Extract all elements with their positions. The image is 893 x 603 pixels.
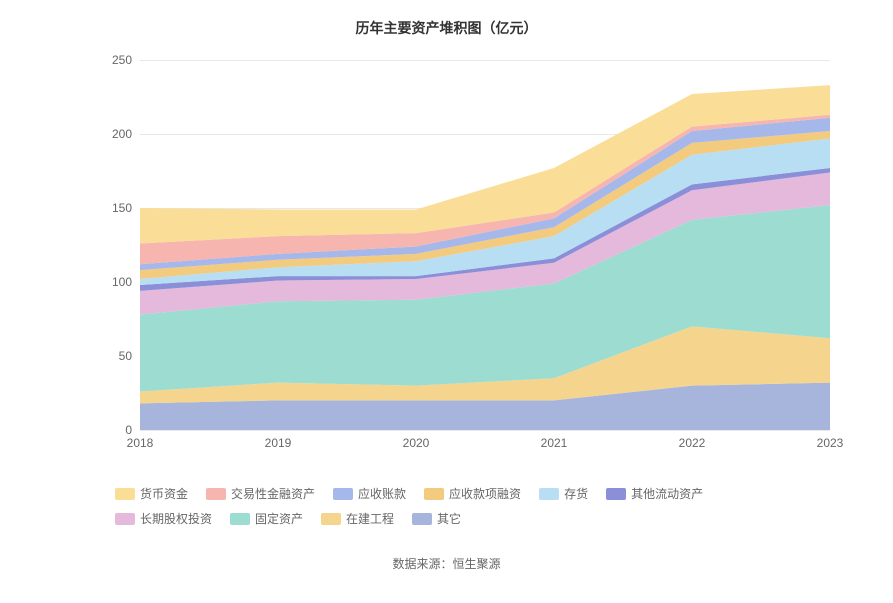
x-tick: 2023 — [817, 436, 844, 450]
y-tick: 0 — [100, 423, 132, 437]
legend-swatch — [606, 488, 626, 500]
x-tick: 2018 — [127, 436, 154, 450]
x-tick: 2020 — [403, 436, 430, 450]
x-tick: 2019 — [265, 436, 292, 450]
legend-item[interactable]: 其他流动资产 — [606, 485, 703, 502]
y-tick: 50 — [100, 349, 132, 363]
gridline — [140, 430, 830, 431]
legend-swatch — [539, 488, 559, 500]
y-tick: 200 — [100, 127, 132, 141]
legend-label: 应收款项融资 — [449, 485, 521, 502]
legend-swatch — [321, 513, 341, 525]
legend-label: 其它 — [437, 510, 461, 527]
stacked-area-svg — [140, 60, 830, 430]
x-tick: 2021 — [541, 436, 568, 450]
y-tick: 250 — [100, 53, 132, 67]
x-tick: 2022 — [679, 436, 706, 450]
x-axis: 201820192020202120222023 — [140, 432, 830, 452]
y-tick: 100 — [100, 275, 132, 289]
legend-label: 长期股权投资 — [140, 510, 212, 527]
legend-item[interactable]: 存货 — [539, 485, 588, 502]
legend-item[interactable]: 货币资金 — [115, 485, 188, 502]
legend-item[interactable]: 在建工程 — [321, 510, 394, 527]
legend-label: 货币资金 — [140, 485, 188, 502]
legend: 货币资金 交易性金融资产 应收账款 应收款项融资 存货 其他流动资产长期股权投资 固定资产 在… — [115, 485, 815, 527]
legend-swatch — [115, 488, 135, 500]
legend-label: 其他流动资产 — [631, 485, 703, 502]
legend-label: 应收账款 — [358, 485, 406, 502]
legend-label: 在建工程 — [346, 510, 394, 527]
y-tick: 150 — [100, 201, 132, 215]
legend-swatch — [115, 513, 135, 525]
plot-area — [140, 60, 830, 430]
legend-item[interactable]: 应收账款 — [333, 485, 406, 502]
legend-item[interactable]: 长期股权投资 — [115, 510, 212, 527]
legend-label: 固定资产 — [255, 510, 303, 527]
legend-swatch — [230, 513, 250, 525]
legend-item[interactable]: 固定资产 — [230, 510, 303, 527]
legend-swatch — [206, 488, 226, 500]
data-source: 数据来源：恒生聚源 — [0, 555, 893, 572]
y-axis: 050100150200250 — [100, 60, 140, 430]
legend-item[interactable]: 其它 — [412, 510, 461, 527]
legend-swatch — [424, 488, 444, 500]
legend-swatch — [333, 488, 353, 500]
chart-container: 历年主要资产堆积图（亿元） 0 50 100 150 200 250 2018 2019 20… — [0, 0, 893, 603]
legend-item[interactable]: 交易性金融资产 — [206, 485, 315, 502]
chart-title: 历年主要资产堆积图（亿元） — [0, 0, 893, 38]
legend-item[interactable]: 应收款项融资 — [424, 485, 521, 502]
legend-swatch — [412, 513, 432, 525]
legend-label: 交易性金融资产 — [231, 485, 315, 502]
legend-label: 存货 — [564, 485, 588, 502]
